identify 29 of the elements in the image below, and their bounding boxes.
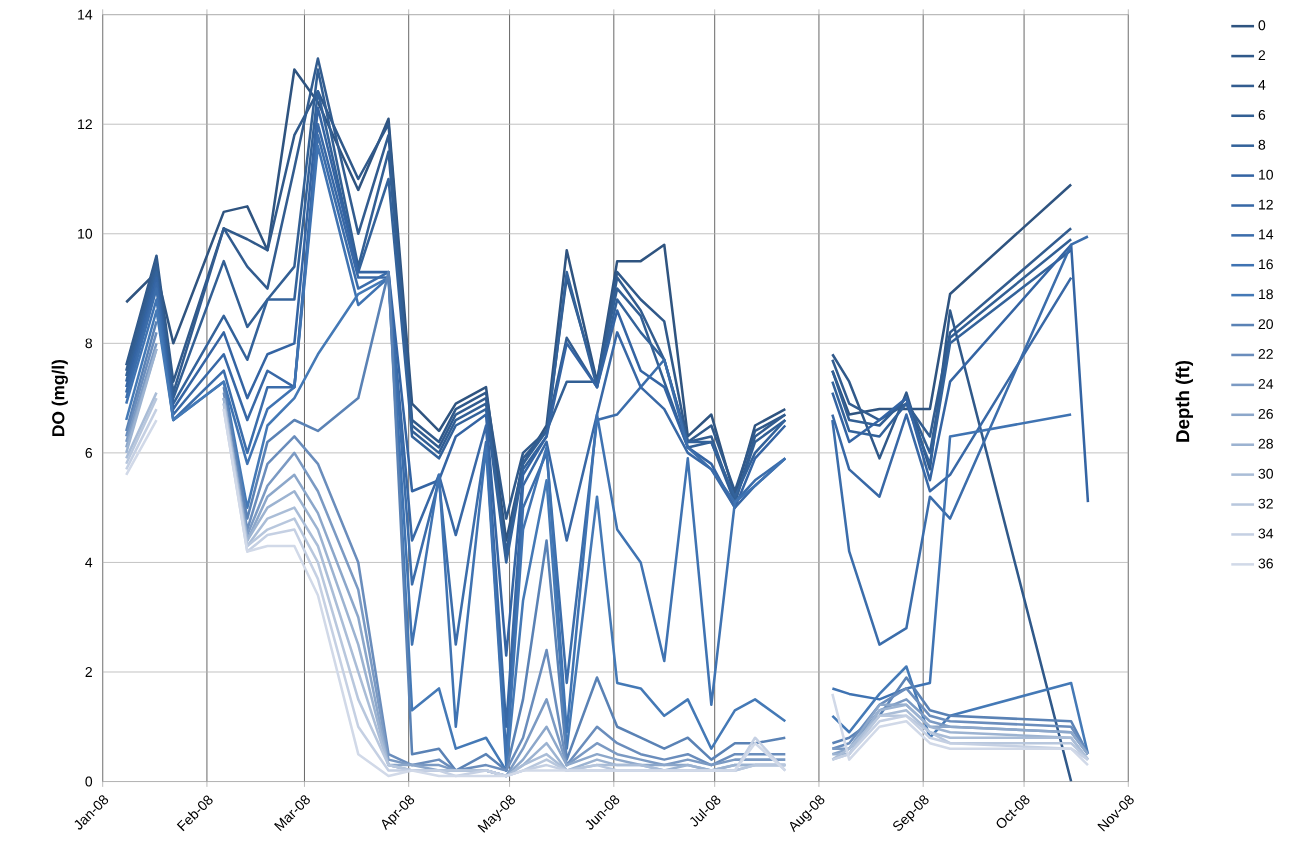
y-tick-label: 8 <box>85 338 93 349</box>
legend-title: Depth (ft) <box>1175 360 1194 442</box>
legend-label: 4 <box>1258 80 1266 90</box>
legend-label: 16 <box>1259 259 1273 270</box>
legend-label: 26 <box>1258 408 1273 419</box>
legend-label: 12 <box>1259 199 1273 210</box>
legend-label: 32 <box>1258 498 1273 509</box>
y-tick-label: 14 <box>78 9 93 20</box>
legend-label: 36 <box>1258 558 1273 569</box>
legend-label: 34 <box>1258 528 1274 539</box>
legend-label: 6 <box>1258 109 1266 120</box>
legend-label: 28 <box>1258 438 1273 449</box>
y-tick-label: 0 <box>85 776 93 787</box>
legend-label: 0 <box>1258 20 1266 31</box>
y-tick-label: 10 <box>78 228 93 239</box>
legend-label: 2 <box>1258 50 1266 61</box>
y-tick-label: 2 <box>85 667 92 677</box>
legend-label: 20 <box>1258 319 1273 330</box>
legend-label: 24 <box>1258 379 1274 389</box>
legend-label: 14 <box>1259 229 1274 240</box>
legend-label: 10 <box>1259 169 1273 180</box>
y-tick-label: 4 <box>85 557 93 568</box>
legend-label: 30 <box>1258 468 1273 479</box>
y-axis-title: DO (mg/l) <box>51 360 68 437</box>
y-tick-label: 12 <box>78 119 92 130</box>
y-tick-label: 6 <box>85 447 93 458</box>
legend-label: 22 <box>1258 349 1273 359</box>
legend-label: 8 <box>1258 139 1266 150</box>
legend-label: 18 <box>1259 289 1273 300</box>
